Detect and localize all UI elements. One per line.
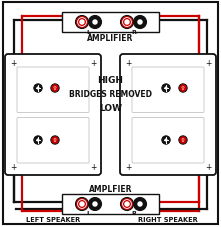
Circle shape: [51, 84, 59, 93]
Circle shape: [124, 20, 130, 26]
Text: LEFT SPEAKER: LEFT SPEAKER: [26, 216, 80, 222]
Text: R: R: [131, 211, 136, 216]
FancyBboxPatch shape: [120, 55, 216, 175]
Circle shape: [181, 139, 185, 142]
Circle shape: [34, 136, 42, 145]
FancyBboxPatch shape: [17, 68, 89, 113]
Text: +: +: [10, 58, 16, 67]
Text: +: +: [90, 163, 96, 172]
Circle shape: [76, 16, 88, 29]
Circle shape: [88, 198, 101, 211]
Text: +: +: [90, 58, 96, 67]
FancyBboxPatch shape: [5, 55, 101, 175]
Circle shape: [92, 20, 98, 26]
Text: BRIDGES REMOVED: BRIDGES REMOVED: [69, 89, 152, 98]
Text: AMPLIFIER: AMPLIFIER: [87, 33, 134, 42]
Text: L: L: [86, 29, 91, 34]
Text: RIGHT SPEAKER: RIGHT SPEAKER: [138, 216, 198, 222]
Text: LOW: LOW: [99, 103, 122, 112]
Text: +: +: [205, 163, 211, 172]
Circle shape: [51, 136, 59, 145]
Circle shape: [162, 84, 170, 93]
Circle shape: [92, 201, 98, 207]
Circle shape: [76, 198, 88, 211]
Text: +: +: [125, 163, 131, 172]
Text: L: L: [86, 211, 91, 216]
Circle shape: [162, 136, 170, 145]
Text: +: +: [125, 58, 131, 67]
Circle shape: [120, 198, 133, 211]
Circle shape: [179, 136, 187, 145]
Text: R: R: [131, 29, 136, 34]
Circle shape: [53, 87, 57, 90]
Text: +: +: [10, 163, 16, 172]
FancyBboxPatch shape: [132, 118, 204, 163]
Circle shape: [79, 201, 85, 207]
Circle shape: [124, 201, 130, 207]
Circle shape: [120, 16, 133, 29]
Circle shape: [36, 87, 40, 90]
Circle shape: [181, 87, 185, 90]
Bar: [62, 194, 159, 214]
Bar: [62, 13, 159, 33]
Circle shape: [53, 139, 57, 142]
Circle shape: [34, 84, 42, 93]
Circle shape: [36, 139, 40, 142]
Text: AMPLFIER: AMPLFIER: [89, 185, 132, 194]
Circle shape: [179, 84, 187, 93]
Circle shape: [164, 87, 168, 90]
Circle shape: [137, 201, 143, 207]
Circle shape: [79, 20, 85, 26]
FancyBboxPatch shape: [132, 68, 204, 113]
Circle shape: [137, 20, 143, 26]
Circle shape: [133, 198, 147, 211]
Circle shape: [164, 139, 168, 142]
Circle shape: [88, 16, 101, 29]
Circle shape: [133, 16, 147, 29]
FancyBboxPatch shape: [17, 118, 89, 163]
Text: +: +: [205, 58, 211, 67]
Text: HIGH: HIGH: [97, 75, 124, 84]
